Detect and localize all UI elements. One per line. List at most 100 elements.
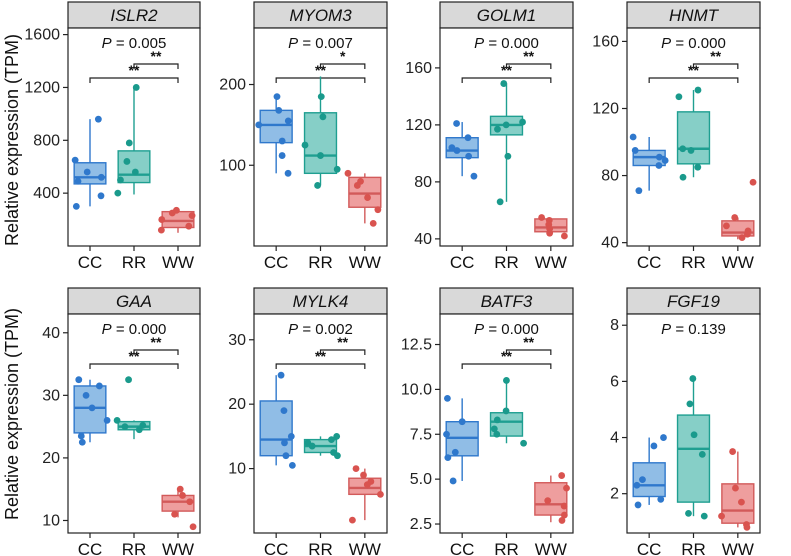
- y-tick-label: 1200: [24, 79, 60, 96]
- data-point: [255, 121, 263, 129]
- data-point: [689, 375, 697, 382]
- data-point: [301, 141, 309, 149]
- data-point: [374, 206, 382, 214]
- data-point: [675, 93, 683, 101]
- significance-bracket: [319, 63, 366, 69]
- data-point: [284, 169, 292, 177]
- panel-title: GOLM1: [477, 6, 537, 25]
- data-point: [465, 152, 473, 160]
- significance-label: **: [315, 348, 326, 364]
- box-cc: [445, 137, 479, 159]
- box-cc: [632, 462, 666, 498]
- y-tick-label: 100: [219, 157, 246, 174]
- significance-bracket: [505, 63, 552, 69]
- data-point: [694, 86, 702, 94]
- data-point: [328, 436, 335, 444]
- significance-label: **: [315, 62, 326, 78]
- data-point: [449, 477, 457, 485]
- box-ww: [534, 482, 568, 516]
- data-point: [97, 192, 105, 200]
- data-point: [363, 481, 371, 489]
- data-point: [83, 168, 91, 176]
- data-point: [731, 214, 739, 221]
- data-point: [369, 219, 377, 227]
- panel-title-strip: [626, 1, 761, 29]
- significance-bracket: [133, 63, 179, 69]
- data-point: [690, 431, 698, 439]
- box-cc: [259, 400, 293, 457]
- panel-title: GAA: [116, 292, 152, 311]
- data-point: [698, 450, 706, 458]
- x-category-label: WW: [349, 540, 381, 556]
- significance-label: **: [151, 48, 162, 64]
- x-category-label: CC: [264, 540, 289, 556]
- data-point: [490, 425, 498, 433]
- p-value-label: P = 0.007: [288, 35, 353, 52]
- data-point: [738, 498, 745, 506]
- y-tick-label: 40: [414, 231, 432, 248]
- data-point: [496, 198, 504, 206]
- data-point: [131, 168, 139, 176]
- significance-label: **: [337, 334, 348, 350]
- data-point: [448, 144, 456, 152]
- box-ww: [161, 494, 195, 512]
- x-category-label: CC: [637, 253, 662, 272]
- data-point: [657, 495, 665, 503]
- y-tick-label: 7.5: [410, 426, 432, 443]
- data-point: [189, 523, 197, 531]
- data-point: [502, 121, 510, 129]
- x-category-label: CC: [637, 540, 662, 556]
- data-point: [317, 93, 325, 101]
- data-point: [72, 202, 80, 210]
- p-value-label: P = 0.005: [102, 35, 167, 52]
- data-point: [284, 117, 292, 125]
- data-point: [360, 471, 367, 479]
- y-tick-label: 400: [33, 185, 60, 202]
- x-category-label: RR: [308, 540, 333, 556]
- significance-bracket: [319, 349, 366, 355]
- significance-bracket: [505, 349, 552, 355]
- significance-bracket: [648, 77, 739, 83]
- data-point: [464, 134, 472, 142]
- significance-label: **: [151, 334, 162, 350]
- data-point: [453, 120, 460, 127]
- data-point: [558, 472, 566, 479]
- y-tick-label: 200: [219, 77, 246, 94]
- data-point: [135, 426, 143, 434]
- data-point: [639, 476, 646, 484]
- x-category-label: WW: [722, 540, 754, 556]
- y-tick-label: 10: [42, 512, 60, 529]
- panel-fgf19: FGF19 2 4 6 8 CC RR WW P = 0.139: [610, 287, 761, 556]
- panel-title-strip: [67, 1, 201, 29]
- panel-title: HNMT: [669, 6, 720, 25]
- panel-title-strip: [67, 287, 201, 315]
- data-point: [186, 498, 194, 506]
- data-point: [560, 511, 568, 519]
- y-tick-label: 80: [601, 168, 619, 185]
- x-category-label: CC: [450, 253, 475, 272]
- data-point: [749, 178, 757, 186]
- data-point: [287, 432, 295, 440]
- data-point: [74, 177, 82, 185]
- x-category-label: RR: [494, 253, 519, 272]
- data-point: [633, 481, 641, 489]
- data-point: [308, 442, 316, 450]
- data-point: [123, 158, 131, 165]
- data-point: [718, 512, 725, 520]
- p-value-label: P = 0.002: [288, 321, 353, 338]
- data-point: [334, 452, 341, 460]
- significance-label: **: [523, 48, 534, 64]
- y-tick-label: 2: [610, 486, 619, 503]
- data-point: [629, 133, 637, 141]
- data-point: [277, 371, 285, 379]
- significance-bracket: [461, 363, 552, 369]
- significance-label: **: [129, 62, 140, 78]
- data-point: [558, 517, 566, 524]
- data-point: [493, 430, 501, 438]
- data-point: [493, 416, 501, 424]
- data-point: [103, 416, 111, 424]
- p-value-label: P = 0.000: [474, 35, 539, 52]
- data-point: [444, 454, 452, 462]
